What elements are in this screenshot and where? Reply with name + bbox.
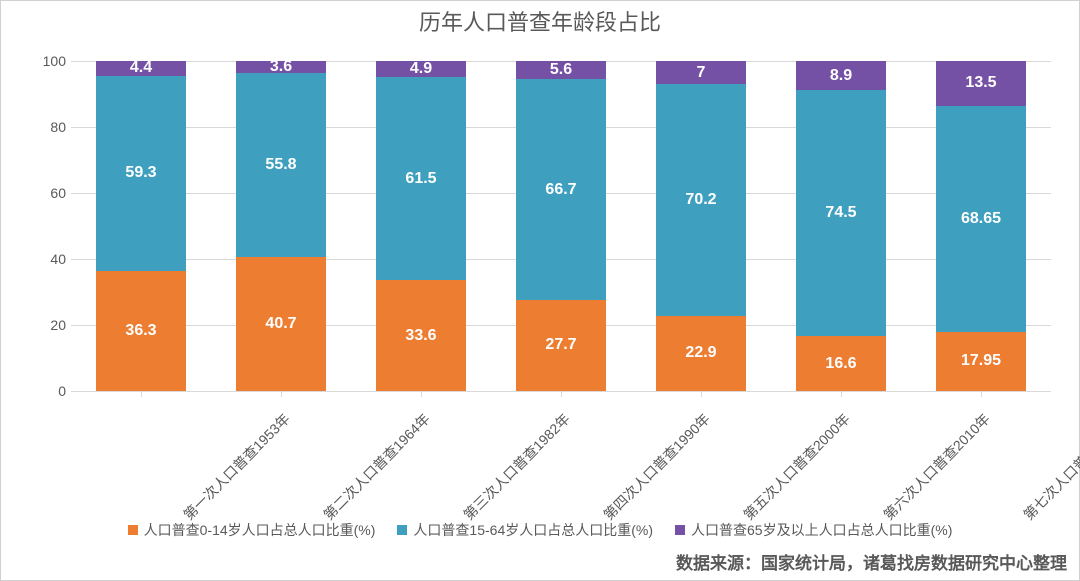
x-tick-label: 第五次人口普查2000年: [739, 409, 854, 524]
bar-value-label: 8.9: [830, 67, 852, 85]
y-tick-label: 40: [26, 251, 66, 267]
bar-group: 40.7 55.8 3.6: [236, 61, 326, 391]
bar-segment: 66.7: [516, 79, 606, 299]
x-tick: [701, 391, 702, 397]
x-tick: [281, 391, 282, 397]
legend-label: 人口普查15-64岁人口占总人口比重(%): [413, 520, 653, 540]
x-tick-label: 第四次人口普查1990年: [599, 409, 714, 524]
bar-value-label: 27.7: [545, 336, 576, 354]
x-tick: [561, 391, 562, 397]
bar-group: 36.3 59.3 4.4: [96, 61, 186, 391]
bar-segment: 4.4: [96, 61, 186, 76]
bar-value-label: 70.2: [685, 191, 716, 209]
x-tick: [841, 391, 842, 397]
x-tick-label: 第一次人口普查1953年: [179, 409, 294, 524]
bar-value-label: 13.5: [965, 74, 996, 92]
bar-segment: 13.5: [936, 61, 1026, 106]
bar-value-label: 61.5: [405, 170, 436, 188]
bar-segment: 27.7: [516, 300, 606, 391]
legend-label: 人口普查65岁及以上人口占总人口比重(%): [691, 520, 952, 540]
legend-item: 人口普查65岁及以上人口占总人口比重(%): [675, 520, 952, 540]
bar-segment: 70.2: [656, 84, 746, 315]
bar-segment: 7: [656, 61, 746, 84]
bar-value-label: 36.3: [125, 322, 156, 340]
bar-value-label: 33.6: [405, 327, 436, 345]
bar-group: 17.95 68.65 13.5: [936, 61, 1026, 391]
bar-segment: 61.5: [376, 77, 466, 280]
legend: 人口普查0-14岁人口占总人口比重(%) 人口普查15-64岁人口占总人口比重(%…: [1, 520, 1079, 540]
bar-value-label: 17.95: [961, 352, 1001, 370]
bar-segment: 55.8: [236, 73, 326, 257]
y-tick-label: 100: [26, 53, 66, 69]
x-tick-label: 第二次人口普查1964年: [319, 409, 434, 524]
legend-swatch: [397, 525, 407, 535]
bar-value-label: 40.7: [265, 315, 296, 333]
bar-value-label: 74.5: [825, 204, 856, 222]
data-source: 数据来源：国家统计局，诸葛找房数据研究中心整理: [676, 549, 1067, 574]
x-tick: [421, 391, 422, 397]
x-tick-label: 第三次人口普查1982年: [459, 409, 574, 524]
legend-item: 人口普查15-64岁人口占总人口比重(%): [397, 520, 653, 540]
legend-label: 人口普查0-14岁人口占总人口比重(%): [144, 520, 376, 540]
bar-segment: 3.6: [236, 61, 326, 73]
x-tick: [141, 391, 142, 397]
bar-group: 16.6 74.5 8.9: [796, 61, 886, 391]
bar-value-label: 55.8: [265, 156, 296, 174]
x-tick: [981, 391, 982, 397]
y-tick-label: 20: [26, 317, 66, 333]
bar-value-label: 4.9: [410, 60, 432, 78]
legend-item: 人口普查0-14岁人口占总人口比重(%): [128, 520, 376, 540]
bar-value-label: 4.4: [130, 59, 152, 77]
plot-area: 020406080100 36.359.34.440.755.83.633.66…: [71, 61, 1051, 391]
bar-segment: 5.6: [516, 61, 606, 79]
y-tick-label: 80: [26, 119, 66, 135]
legend-swatch: [675, 525, 685, 535]
bar-segment: 40.7: [236, 257, 326, 391]
bar-segment: 16.6: [796, 336, 886, 391]
y-tick-label: 0: [26, 383, 66, 399]
bar-value-label: 66.7: [545, 181, 576, 199]
bar-value-label: 5.6: [550, 61, 572, 79]
bar-value-label: 22.9: [685, 344, 716, 362]
bar-segment: 68.65: [936, 106, 1026, 332]
legend-swatch: [128, 525, 138, 535]
y-tick-label: 60: [26, 185, 66, 201]
x-tick-label: 第六次人口普查2010年: [879, 409, 994, 524]
bar-group: 33.6 61.5 4.9: [376, 61, 466, 391]
bar-value-label: 16.6: [825, 355, 856, 373]
bar-segment: 74.5: [796, 90, 886, 336]
bar-segment: 59.3: [96, 76, 186, 272]
bar-value-label: 7: [697, 64, 706, 82]
chart-container: 历年人口普查年龄段占比 0 20 40 60 80 100 36.3 59.3 4.4 40.7…: [0, 0, 1080, 581]
bars: 36.3 59.3 4.4 40.7 55.8 3.6 33.6 61.5 4.9 27.7 66.…: [71, 61, 1051, 391]
bar-group: 27.7 66.7 5.6: [516, 61, 606, 391]
bar-segment: 17.95: [936, 332, 1026, 391]
x-tick-label: 第七次人口普查2021年: [1019, 409, 1080, 524]
bar-segment: 4.9: [376, 61, 466, 77]
bar-group: 22.9 70.2 7: [656, 61, 746, 391]
bar-segment: 33.6: [376, 280, 466, 391]
bar-segment: 36.3: [96, 271, 186, 391]
chart-title: 历年人口普查年龄段占比: [1, 1, 1079, 43]
bar-value-label: 68.65: [961, 210, 1001, 228]
bar-value-label: 3.6: [270, 58, 292, 76]
bar-segment: 8.9: [796, 61, 886, 90]
bar-segment: 22.9: [656, 316, 746, 391]
x-axis-labels: 第一次人口普查1953年第二次人口普查1964年第三次人口普查1982年第四次人…: [71, 401, 1051, 511]
bar-value-label: 59.3: [125, 164, 156, 182]
